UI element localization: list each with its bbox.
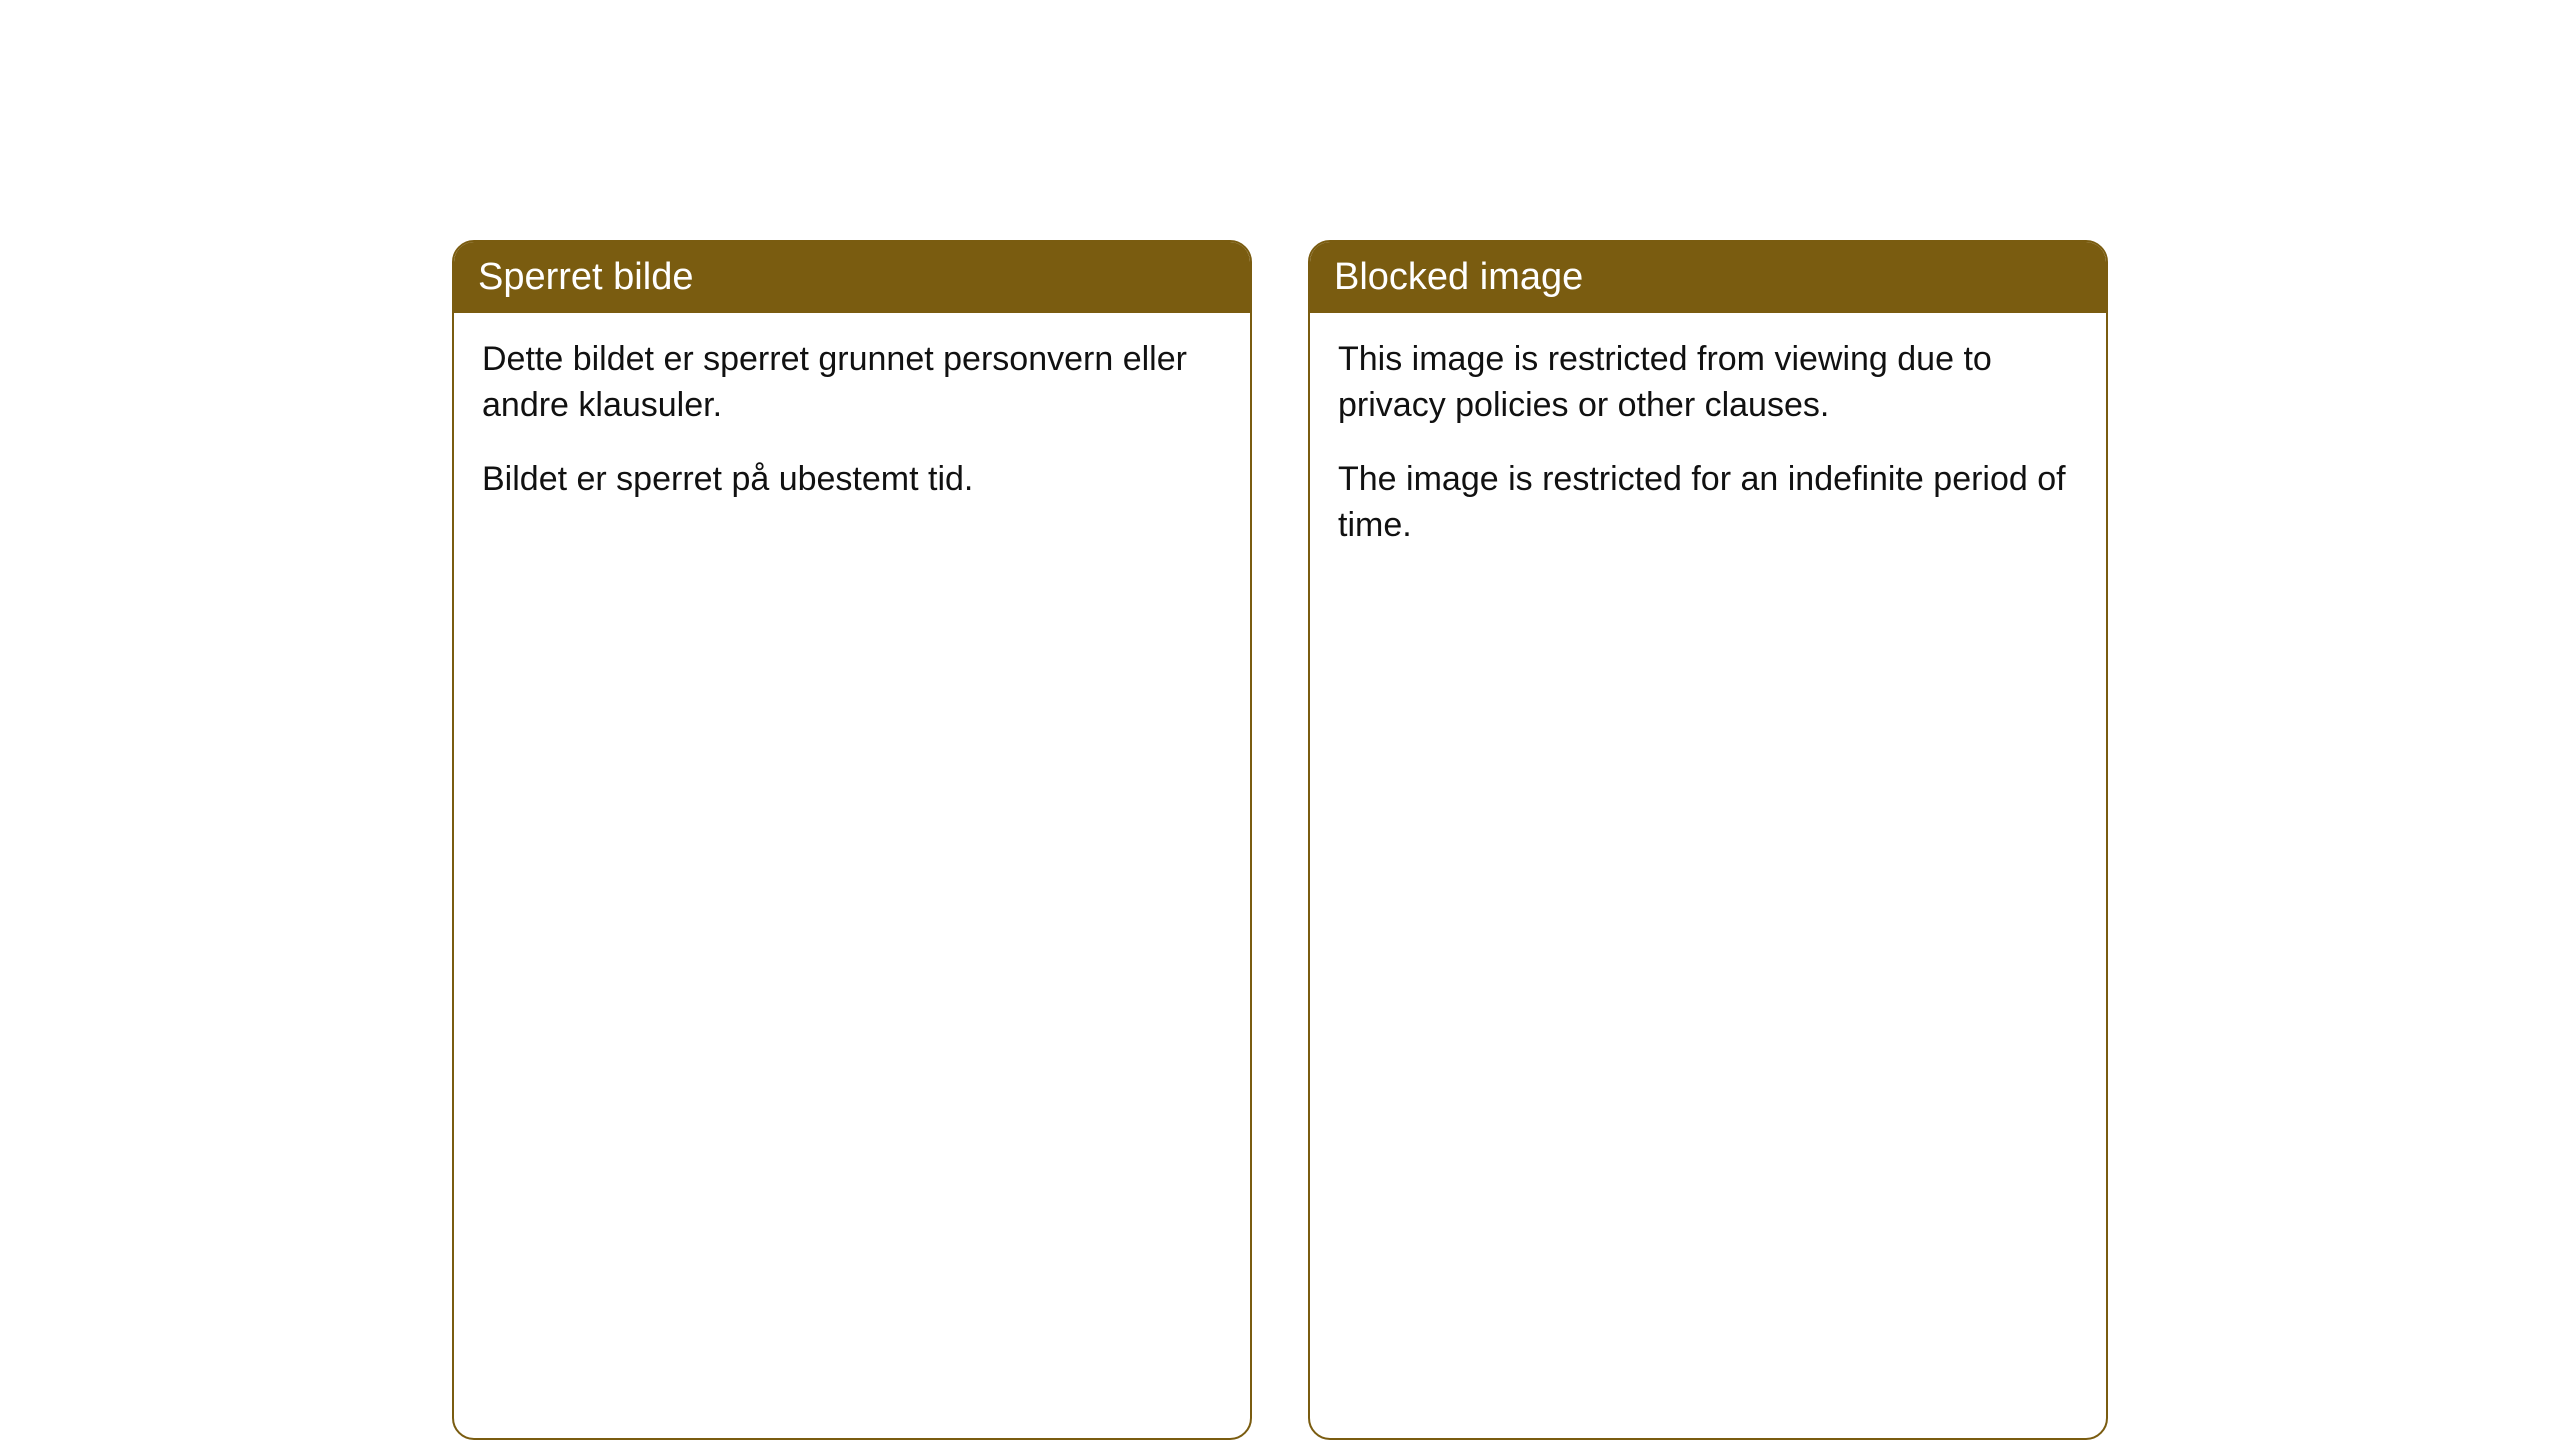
card-paragraph: Dette bildet er sperret grunnet personve…	[482, 337, 1222, 429]
card-paragraph: Bildet er sperret på ubestemt tid.	[482, 457, 1222, 503]
blocked-image-card-en: Blocked image This image is restricted f…	[1308, 240, 2108, 1440]
card-header: Blocked image	[1310, 242, 2106, 313]
card-body: This image is restricted from viewing du…	[1310, 313, 2106, 597]
card-title: Sperret bilde	[478, 256, 693, 298]
blocked-image-card-no: Sperret bilde Dette bildet er sperret gr…	[452, 240, 1252, 1440]
card-title: Blocked image	[1334, 256, 1583, 298]
card-paragraph: This image is restricted from viewing du…	[1338, 337, 2078, 429]
card-body: Dette bildet er sperret grunnet personve…	[454, 313, 1250, 551]
card-paragraph: The image is restricted for an indefinit…	[1338, 457, 2078, 549]
card-header: Sperret bilde	[454, 242, 1250, 313]
cards-container: Sperret bilde Dette bildet er sperret gr…	[452, 240, 2108, 1440]
